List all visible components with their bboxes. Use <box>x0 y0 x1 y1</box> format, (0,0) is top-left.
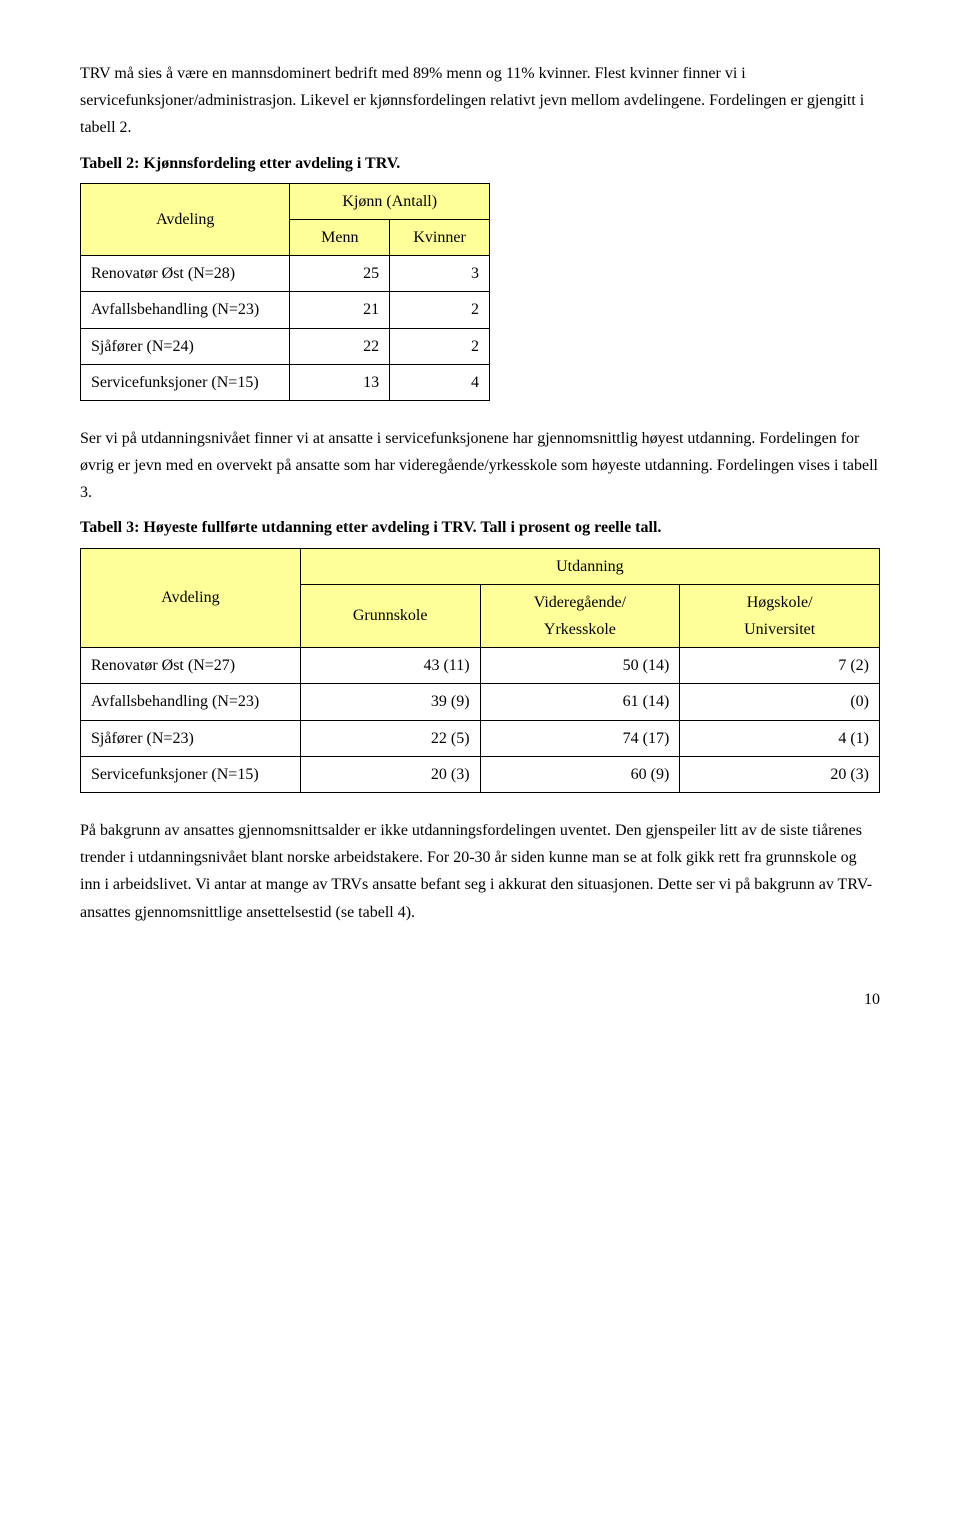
table2-cell: 43 (11) <box>300 648 480 684</box>
table1-cell: 4 <box>390 364 490 400</box>
table1-cell: 22 <box>290 328 390 364</box>
table1-header-kvinner: Kvinner <box>390 219 490 255</box>
table2-header-grunnskole: Grunnskole <box>300 584 480 647</box>
table2-cell: 39 (9) <box>300 684 480 720</box>
table2-header-v-line2: Yrkesskole <box>544 621 616 638</box>
table2-cell: 4 (1) <box>680 720 880 756</box>
paragraph-2: Ser vi på utdanningsnivået finner vi at … <box>80 425 880 507</box>
table-row: Sjåfører (N=23) 22 (5) 74 (17) 4 (1) <box>81 720 880 756</box>
table2-header-group: Utdanning <box>300 548 879 584</box>
table2-header-videregaende: Videregående/ Yrkesskole <box>480 584 680 647</box>
table2-cell: 74 (17) <box>480 720 680 756</box>
table1: Avdeling Kjønn (Antall) Menn Kvinner Ren… <box>80 183 490 401</box>
table2-cell: (0) <box>680 684 880 720</box>
table2-cell: 60 (9) <box>480 756 680 792</box>
table1-cell: 2 <box>390 328 490 364</box>
table1-header-avdeling: Avdeling <box>81 183 290 255</box>
table-row: Renovatør Øst (N=27) 43 (11) 50 (14) 7 (… <box>81 648 880 684</box>
table-row: Renovatør Øst (N=28) 25 3 <box>81 256 490 292</box>
table1-row-label: Sjåfører (N=24) <box>81 328 290 364</box>
table1-header-group: Kjønn (Antall) <box>290 183 490 219</box>
table2-cell: 50 (14) <box>480 648 680 684</box>
table2-header-v-line1: Videregående/ <box>534 594 626 611</box>
table-row: Avfallsbehandling (N=23) 39 (9) 61 (14) … <box>81 684 880 720</box>
table2-cell: 20 (3) <box>680 756 880 792</box>
table1-cell: 3 <box>390 256 490 292</box>
table2-cell: 7 (2) <box>680 648 880 684</box>
table-row: Servicefunksjoner (N=15) 20 (3) 60 (9) 2… <box>81 756 880 792</box>
table1-row-label: Servicefunksjoner (N=15) <box>81 364 290 400</box>
paragraph-3: På bakgrunn av ansattes gjennomsnittsald… <box>80 817 880 926</box>
table2-row-label: Renovatør Øst (N=27) <box>81 648 301 684</box>
table2-row-label: Sjåfører (N=23) <box>81 720 301 756</box>
table1-cell: 13 <box>290 364 390 400</box>
table1-header-menn: Menn <box>290 219 390 255</box>
table2-header-avdeling: Avdeling <box>81 548 301 648</box>
table-row: Servicefunksjoner (N=15) 13 4 <box>81 364 490 400</box>
table1-row-label: Avfallsbehandling (N=23) <box>81 292 290 328</box>
table1-cell: 21 <box>290 292 390 328</box>
table-row: Sjåfører (N=24) 22 2 <box>81 328 490 364</box>
paragraph-1: TRV må sies å være en mannsdominert bedr… <box>80 60 880 142</box>
table2-cell: 22 (5) <box>300 720 480 756</box>
table-row: Avfallsbehandling (N=23) 21 2 <box>81 292 490 328</box>
table2-row-label: Avfallsbehandling (N=23) <box>81 684 301 720</box>
table2-cell: 20 (3) <box>300 756 480 792</box>
page-number: 10 <box>80 986 880 1013</box>
table2-header-hogskole: Høgskole/ Universitet <box>680 584 880 647</box>
table1-cell: 2 <box>390 292 490 328</box>
table2: Avdeling Utdanning Grunnskole Videregåen… <box>80 548 880 793</box>
table1-row-label: Renovatør Øst (N=28) <box>81 256 290 292</box>
table2-row-label: Servicefunksjoner (N=15) <box>81 756 301 792</box>
table2-title: Tabell 3: Høyeste fullførte utdanning et… <box>80 514 880 541</box>
table2-cell: 61 (14) <box>480 684 680 720</box>
table1-cell: 25 <box>290 256 390 292</box>
table2-header-h-line1: Høgskole/ <box>747 594 813 611</box>
table1-title: Tabell 2: Kjønnsfordeling etter avdeling… <box>80 150 880 177</box>
table2-header-h-line2: Universitet <box>744 621 815 638</box>
